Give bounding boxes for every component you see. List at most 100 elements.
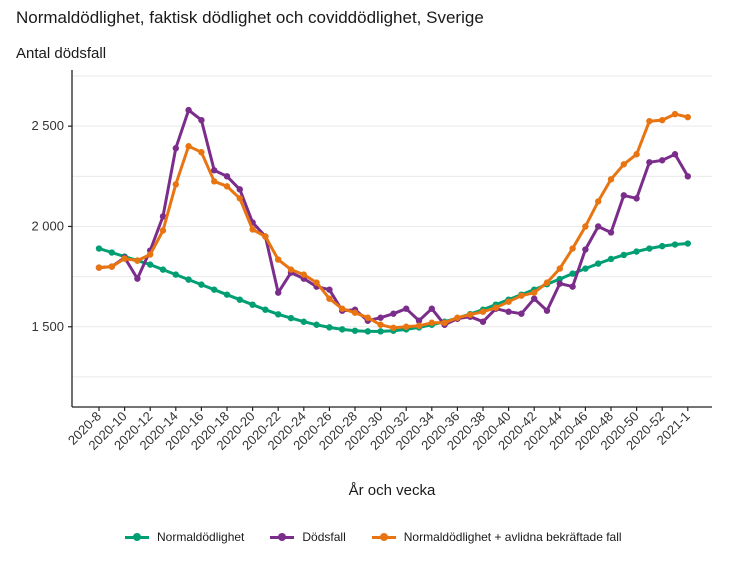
data-point xyxy=(172,271,179,278)
data-point xyxy=(134,275,141,282)
data-point xyxy=(223,183,231,190)
data-point xyxy=(620,251,627,259)
y-tick-label: 2 500 xyxy=(31,118,64,133)
data-point xyxy=(198,116,205,124)
x-axis-label: År och vecka xyxy=(349,482,436,499)
data-point xyxy=(236,195,243,202)
legend-swatch-deaths xyxy=(270,532,295,542)
data-point xyxy=(415,322,423,329)
legend-label-normal: Normaldödlighet xyxy=(157,530,245,544)
data-point xyxy=(646,245,653,252)
data-point xyxy=(159,213,167,220)
data-point xyxy=(377,321,384,328)
data-point xyxy=(415,317,423,324)
data-point xyxy=(147,251,154,258)
data-point xyxy=(249,301,256,308)
data-point xyxy=(211,167,218,174)
data-point xyxy=(569,270,576,277)
data-point xyxy=(223,173,231,180)
data-point xyxy=(646,159,653,166)
series-line xyxy=(97,108,690,327)
data-point xyxy=(595,223,602,230)
data-point xyxy=(121,255,128,262)
data-point xyxy=(595,260,602,267)
data-point xyxy=(339,305,346,312)
legend-swatch-normal-plus-covid xyxy=(371,532,396,542)
data-point xyxy=(633,195,640,202)
data-point xyxy=(543,279,551,286)
data-point xyxy=(428,305,435,312)
data-point xyxy=(390,310,397,317)
data-point xyxy=(172,181,179,188)
data-point xyxy=(595,198,602,205)
data-point xyxy=(326,286,333,293)
data-point xyxy=(428,319,435,326)
data-point xyxy=(236,296,243,303)
data-point xyxy=(211,286,218,293)
series-layer xyxy=(95,106,691,335)
chart-title: Normaldödlighet, faktisk dödlighet och c… xyxy=(16,8,484,27)
y-tick-label: 2 000 xyxy=(31,218,64,233)
data-point xyxy=(185,106,192,114)
data-point xyxy=(134,257,141,264)
data-point xyxy=(249,226,256,233)
y-axis-label: Antal dödsfall xyxy=(16,45,107,62)
data-point xyxy=(198,281,205,288)
data-point xyxy=(569,283,576,290)
data-point xyxy=(300,318,307,325)
series-1 xyxy=(95,106,691,328)
data-point xyxy=(505,308,512,315)
data-point xyxy=(377,314,384,321)
legend-swatch-normal xyxy=(125,532,149,542)
data-point xyxy=(95,245,103,252)
legend: Normaldödlighet Dödsfall Normaldödlighet… xyxy=(125,530,648,544)
data-point xyxy=(531,289,538,296)
legend-item-normal-plus-covid: Normaldödlighet + avlidna bekräftade fal… xyxy=(371,530,622,544)
data-point xyxy=(211,178,218,185)
data-point xyxy=(671,151,679,158)
legend-item-deaths: Dödsfall xyxy=(270,530,346,544)
data-point xyxy=(108,249,116,256)
data-point xyxy=(275,311,282,318)
data-point xyxy=(633,151,640,158)
data-point xyxy=(479,318,487,325)
data-point xyxy=(147,261,154,268)
data-point xyxy=(351,309,359,316)
data-point xyxy=(607,255,615,263)
data-point xyxy=(441,319,448,326)
data-point xyxy=(313,279,320,286)
data-point xyxy=(684,173,691,180)
data-point xyxy=(607,229,615,236)
data-point xyxy=(95,264,103,271)
data-point xyxy=(262,306,269,313)
series-2 xyxy=(95,110,691,331)
data-point xyxy=(518,310,525,317)
data-point xyxy=(287,266,295,273)
data-point xyxy=(543,307,551,314)
data-point xyxy=(287,314,295,322)
data-point xyxy=(300,271,307,278)
series-0 xyxy=(95,240,691,335)
data-point xyxy=(659,242,666,250)
data-point xyxy=(172,145,179,152)
data-point xyxy=(467,311,474,318)
data-point xyxy=(659,157,666,164)
data-point xyxy=(326,295,333,302)
data-point xyxy=(620,192,627,199)
data-point xyxy=(479,308,487,315)
data-point xyxy=(236,186,243,193)
data-point xyxy=(505,298,512,305)
data-point xyxy=(275,289,282,296)
legend-label-deaths: Dödsfall xyxy=(302,530,346,544)
data-point xyxy=(185,143,192,150)
data-point xyxy=(159,227,167,234)
data-point xyxy=(556,275,563,283)
data-point xyxy=(403,305,410,312)
data-point xyxy=(684,113,691,121)
data-point xyxy=(646,117,653,125)
data-point xyxy=(659,116,666,124)
data-point xyxy=(198,149,205,156)
data-point xyxy=(684,240,691,247)
data-point xyxy=(492,304,499,311)
